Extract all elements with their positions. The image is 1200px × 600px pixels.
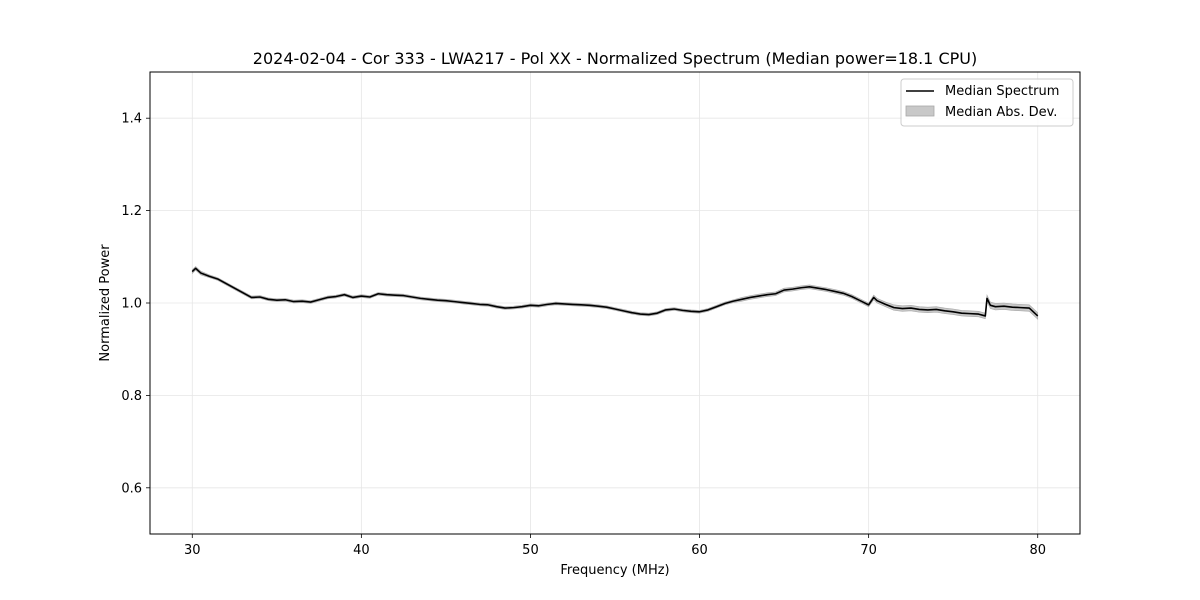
legend-median-abs-dev-swatch bbox=[905, 105, 935, 117]
x-tick-label: 40 bbox=[353, 543, 370, 558]
y-tick-label: 1.4 bbox=[121, 112, 142, 127]
x-tick-label: 30 bbox=[184, 543, 201, 558]
median-abs-dev-band bbox=[191, 266, 1039, 320]
x-tick-label: 50 bbox=[522, 543, 539, 558]
y-axis-label: Normalized Power bbox=[98, 244, 113, 362]
x-tick-label: 60 bbox=[691, 543, 708, 558]
legend: Median Spectrum Median Abs. Dev. bbox=[900, 78, 1074, 127]
y-tick-label: 0.8 bbox=[121, 389, 142, 404]
median-spectrum-line bbox=[191, 267, 1039, 317]
y-tick-label: 1.2 bbox=[121, 204, 142, 219]
x-tick-label: 70 bbox=[860, 543, 877, 558]
y-axis-ticks: 0.6 0.8 1.0 1.2 1.4 bbox=[121, 112, 150, 496]
x-tick-label: 80 bbox=[1029, 543, 1046, 558]
legend-box bbox=[900, 78, 1074, 127]
x-axis-ticks: 30 40 50 60 70 80 bbox=[184, 534, 1046, 558]
chart-title: 2024-02-04 - Cor 333 - LWA217 - Pol XX -… bbox=[253, 49, 977, 68]
y-tick-label: 0.6 bbox=[121, 481, 142, 496]
legend-median-abs-dev-label: Median Abs. Dev. bbox=[945, 105, 1057, 120]
grid-lines bbox=[150, 72, 1080, 534]
y-tick-label: 1.0 bbox=[121, 297, 142, 312]
x-axis-label: Frequency (MHz) bbox=[560, 563, 669, 578]
legend-median-spectrum-label: Median Spectrum bbox=[945, 84, 1059, 99]
